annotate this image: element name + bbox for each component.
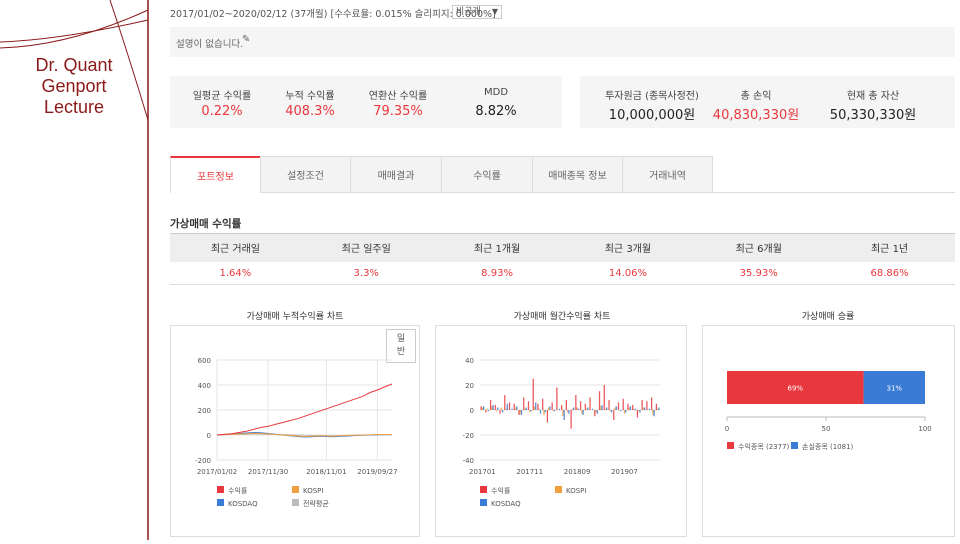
table-value: 3.3% bbox=[353, 267, 379, 279]
table-value: 1.64% bbox=[219, 267, 252, 279]
tab[interactable]: 매매종목 정보 bbox=[532, 156, 623, 193]
table-header: 최근 1년 bbox=[870, 244, 909, 255]
stat-label: 총 손익 bbox=[740, 91, 772, 102]
table-value: 68.86% bbox=[870, 267, 909, 279]
sidebar-decoration bbox=[0, 0, 149, 540]
chart-panel bbox=[170, 325, 420, 537]
edit-icon[interactable]: ✎ bbox=[242, 34, 251, 45]
period: 2017/01/02~2020/02/12 (37개월) [수수료율: 0.01… bbox=[170, 9, 496, 20]
stats-left bbox=[170, 76, 562, 128]
stat-label: 현재 총 자산 bbox=[846, 91, 900, 102]
sidebar-text: Dr. Quant bbox=[35, 55, 113, 75]
table-bottom bbox=[170, 284, 955, 285]
visibility-dropdown[interactable]: 비공개 ▼ bbox=[452, 5, 502, 19]
dropdown-arrow: ▼ bbox=[491, 7, 498, 16]
table-header: 최근 3개월 bbox=[604, 244, 652, 255]
stat-label: MDD bbox=[483, 87, 509, 98]
button-label: 일반 bbox=[396, 334, 406, 357]
stat-value: 50,330,330원 bbox=[829, 108, 917, 123]
stats-right bbox=[580, 76, 955, 128]
stat-value: 408.3% bbox=[285, 104, 335, 119]
table-value: 8.93% bbox=[481, 267, 513, 279]
section-title: 가상매매 수익률 bbox=[170, 218, 242, 230]
table-header-row bbox=[170, 233, 955, 262]
chart-mode-button[interactable]: 일반 bbox=[386, 329, 416, 363]
chart-panel bbox=[702, 325, 955, 537]
table-value: 14.06% bbox=[608, 267, 647, 279]
stat-label: 투자원금 (종목사정전) bbox=[605, 91, 699, 102]
chart-panel bbox=[435, 325, 687, 537]
tab[interactable]: 매매결과 bbox=[350, 156, 442, 193]
stat-label: 누적 수익률 bbox=[285, 91, 335, 102]
stat-value: 40,830,330원 bbox=[712, 108, 800, 123]
stat-value: 79.35% bbox=[373, 104, 423, 119]
sidebar-text: Lecture bbox=[43, 97, 105, 117]
chart-title: 가상매매 누적수익률 차트 bbox=[247, 310, 344, 322]
chart-title: 가상매매 월간수익률 차트 bbox=[514, 310, 611, 322]
stat-value: 8.82% bbox=[475, 104, 517, 119]
tab[interactable]: 설정조건 bbox=[260, 156, 351, 193]
tab-underline bbox=[712, 192, 955, 193]
table-header: 최근 1개월 bbox=[473, 244, 521, 255]
stat-label: 일평균 수익률 bbox=[192, 91, 252, 102]
tab[interactable]: 수익률 bbox=[441, 156, 533, 193]
sidebar-text: Genport bbox=[41, 76, 107, 96]
stat-value: 10,000,000원 bbox=[608, 108, 696, 123]
table-header: 최근 일주일 bbox=[341, 244, 391, 255]
tab[interactable]: 거래내역 bbox=[622, 156, 713, 193]
description-box: 설명이 없습니다. ✎ bbox=[170, 27, 955, 57]
table-value: 35.93% bbox=[739, 267, 778, 279]
tab[interactable]: 포트정보 bbox=[170, 156, 261, 193]
stat-value: 0.22% bbox=[201, 104, 243, 119]
table-header: 최근 거래일 bbox=[210, 244, 260, 255]
chart-title: 가상매매 승률 bbox=[802, 311, 855, 322]
description: 설명이 없습니다. bbox=[176, 39, 244, 50]
table-header: 최근 6개월 bbox=[735, 244, 782, 255]
dropdown-text: 비공개 bbox=[456, 7, 481, 17]
sidebar: Dr. Quant Genport Lecture bbox=[0, 0, 150, 540]
stat-label: 연환산 수익률 bbox=[368, 91, 428, 102]
